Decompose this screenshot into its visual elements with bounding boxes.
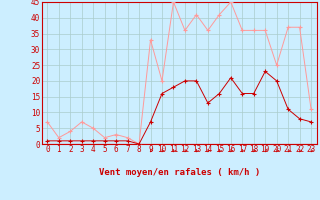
X-axis label: Vent moyen/en rafales ( km/h ): Vent moyen/en rafales ( km/h ) (99, 168, 260, 177)
